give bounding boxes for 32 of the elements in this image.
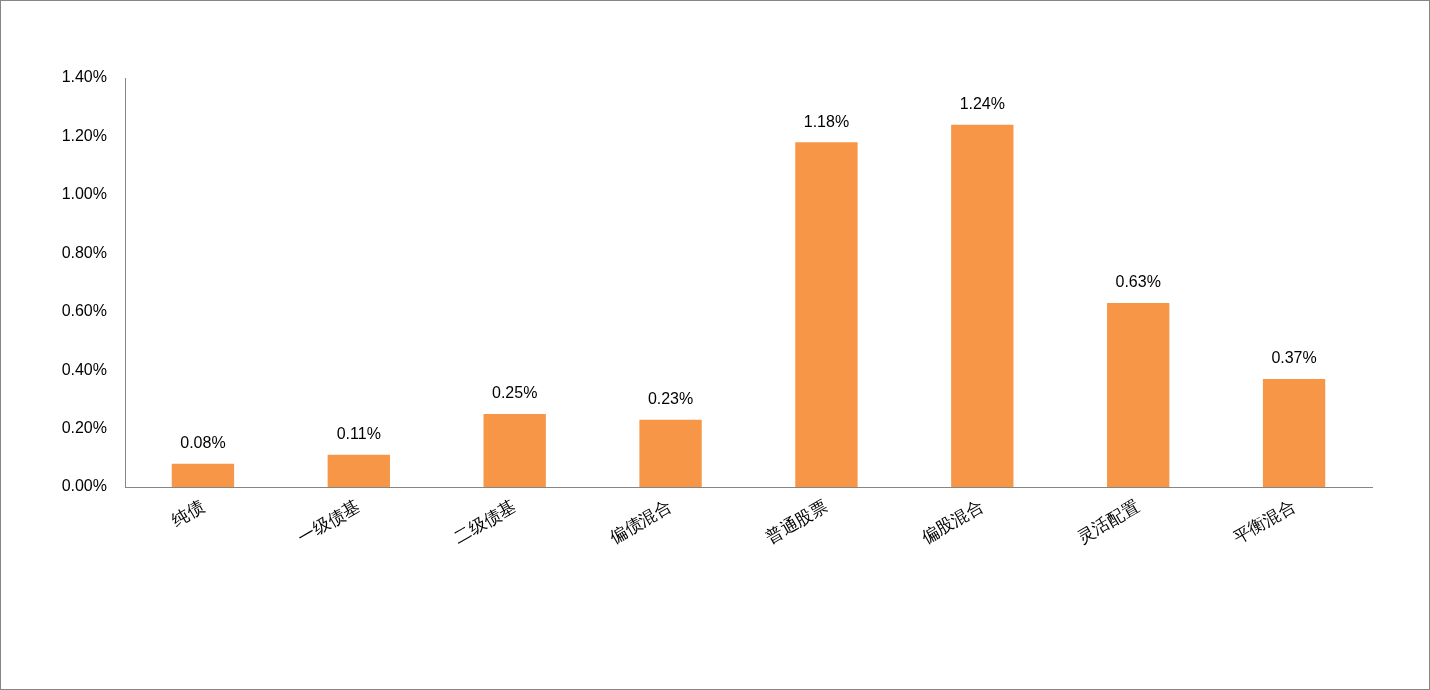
bar bbox=[951, 124, 1014, 487]
bar bbox=[171, 463, 235, 487]
data-label: 0.63% bbox=[1115, 273, 1161, 291]
y-tick-label: 1.00% bbox=[61, 185, 107, 203]
x-tick-label: 偏股混合 bbox=[918, 496, 987, 548]
x-tick-label: 平衡混合 bbox=[1230, 496, 1299, 548]
bar bbox=[483, 413, 546, 487]
bar bbox=[1107, 302, 1170, 487]
data-label: 0.25% bbox=[492, 384, 538, 402]
bar bbox=[327, 454, 390, 487]
y-tick-label: 1.40% bbox=[61, 68, 107, 86]
x-tick-label: 二级债基 bbox=[450, 496, 520, 548]
bar bbox=[1262, 378, 1326, 487]
bar bbox=[795, 142, 858, 487]
data-label: 0.37% bbox=[1271, 349, 1317, 367]
x-tick-label: 纯债 bbox=[168, 496, 208, 531]
bar bbox=[639, 419, 702, 487]
data-label: 1.18% bbox=[803, 112, 850, 130]
y-tick-label: 0.40% bbox=[61, 360, 107, 378]
data-label: 0.08% bbox=[180, 434, 226, 452]
x-tick-label: 一级债基 bbox=[294, 496, 364, 548]
x-tick-label: 偏债混合 bbox=[606, 496, 675, 548]
y-tick-label: 1.20% bbox=[61, 126, 107, 144]
y-tick-label: 0.80% bbox=[61, 243, 107, 261]
data-label: 0.11% bbox=[336, 425, 381, 443]
data-label: 0.23% bbox=[647, 390, 694, 408]
y-tick-label: 0.00% bbox=[61, 477, 107, 495]
x-tick-label: 灵活配置 bbox=[1074, 496, 1143, 548]
x-tick-label: 普通股票 bbox=[762, 496, 831, 548]
y-tick-label: 0.60% bbox=[61, 302, 107, 320]
data-label: 1.24% bbox=[959, 95, 1005, 113]
y-tick-label: 0.20% bbox=[61, 418, 107, 436]
